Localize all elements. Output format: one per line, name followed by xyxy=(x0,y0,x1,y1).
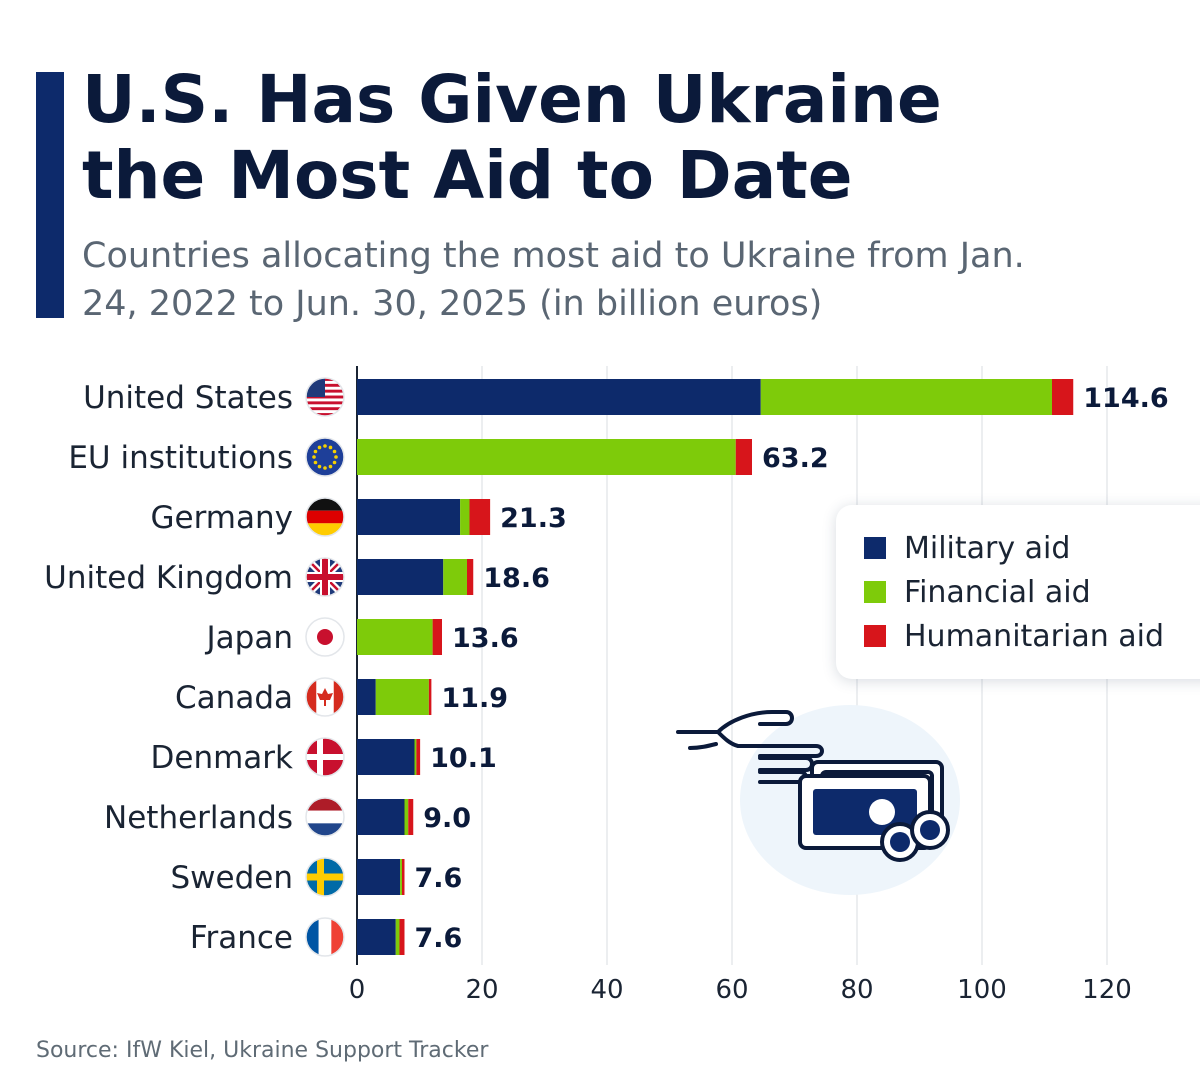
legend: Military aid Financial aid Humanitarian … xyxy=(836,505,1200,679)
bar-segment-humanitarian xyxy=(428,679,432,715)
uk-flag-icon xyxy=(305,557,345,597)
value-label: 63.2 xyxy=(762,443,829,474)
eu-flag-icon xyxy=(305,437,345,477)
bar-segment-humanitarian xyxy=(402,859,405,895)
bar-segment-military xyxy=(357,859,401,895)
bar-segment-financial xyxy=(375,679,429,715)
bar-segment-financial xyxy=(760,379,1052,415)
x-tick-label: 60 xyxy=(715,975,748,1005)
bar-segment-humanitarian xyxy=(469,499,491,535)
bar-segment-humanitarian xyxy=(399,919,405,955)
bar-segment-humanitarian xyxy=(408,799,414,835)
hand-giving-money-icon xyxy=(676,705,960,895)
title-accent-bar xyxy=(36,72,64,318)
japan-flag-icon xyxy=(305,617,345,657)
category-label: Japan xyxy=(205,620,293,656)
bar-chart: United States EU institutions Germany Unite… xyxy=(44,366,1169,1005)
bar-segment-financial xyxy=(443,559,467,595)
x-axis-ticks: 0 20 40 60 80 100 120 xyxy=(349,975,1132,1005)
bar-segment-financial xyxy=(460,499,470,535)
flags xyxy=(305,377,345,957)
legend-item-financial: Financial aid xyxy=(864,574,1091,610)
bar-segment-military xyxy=(357,499,461,535)
category-label: EU institutions xyxy=(68,440,293,476)
x-tick-label: 100 xyxy=(957,975,1007,1005)
bar-segment-military xyxy=(357,559,444,595)
netherlands-flag-icon xyxy=(305,797,345,837)
value-label: 114.6 xyxy=(1083,383,1168,414)
bar-segment-humanitarian xyxy=(416,739,421,775)
category-label: Germany xyxy=(151,500,293,536)
bar-segment-financial xyxy=(404,799,409,835)
category-label: France xyxy=(190,920,293,956)
chart-subtitle: Countries allocating the most aid to Ukr… xyxy=(82,236,1025,324)
bar-segment-financial xyxy=(395,919,400,955)
germany-flag-icon xyxy=(305,497,345,537)
bar-segment-humanitarian xyxy=(1052,379,1074,415)
legend-swatch-humanitarian xyxy=(864,625,886,647)
bar-segment-financial xyxy=(400,859,402,895)
value-label: 13.6 xyxy=(452,623,519,654)
category-label: Sweden xyxy=(170,860,293,896)
legend-label: Financial aid xyxy=(904,574,1091,610)
x-tick-label: 120 xyxy=(1082,975,1132,1005)
value-label: 11.9 xyxy=(441,683,508,714)
denmark-flag-icon xyxy=(305,737,345,777)
legend-swatch-financial xyxy=(864,581,886,603)
bars xyxy=(357,379,1074,955)
bar-segment-military xyxy=(357,739,415,775)
value-label: 9.0 xyxy=(423,803,471,834)
bar-segment-humanitarian xyxy=(467,559,474,595)
bar-segment-humanitarian xyxy=(432,619,442,655)
category-labels: United States EU institutions Germany Unite… xyxy=(44,380,293,956)
category-label: Netherlands xyxy=(104,800,293,836)
bar-segment-financial xyxy=(414,739,417,775)
category-label: Canada xyxy=(175,680,293,716)
value-label: 18.6 xyxy=(483,563,550,594)
category-label: United States xyxy=(83,380,293,416)
value-label: 7.6 xyxy=(415,923,463,954)
legend-label: Military aid xyxy=(904,530,1071,566)
bar-segment-military xyxy=(357,799,405,835)
legend-item-military: Military aid xyxy=(864,530,1071,566)
x-tick-label: 20 xyxy=(465,975,498,1005)
canada-flag-icon xyxy=(305,677,345,717)
category-label: United Kingdom xyxy=(44,560,293,596)
value-label: 7.6 xyxy=(415,863,463,894)
value-labels: 114.6 63.2 21.3 18.6 13.6 11.9 10.1 9.0 7.6 7.6 xyxy=(415,383,1169,954)
legend-label: Humanitarian aid xyxy=(904,618,1165,654)
bar-segment-military xyxy=(357,679,376,715)
value-label: 21.3 xyxy=(500,503,567,534)
france-flag-icon xyxy=(305,917,345,957)
legend-swatch-military xyxy=(864,537,886,559)
bar-segment-military xyxy=(357,379,761,415)
x-tick-label: 0 xyxy=(349,975,366,1005)
bar-segment-financial xyxy=(357,619,433,655)
bar-segment-humanitarian xyxy=(735,439,752,475)
chart-title: U.S. Has Given Ukraine the Most Aid to D… xyxy=(82,61,942,214)
category-label: Denmark xyxy=(151,740,294,776)
bar-segment-financial xyxy=(357,439,736,475)
x-tick-label: 40 xyxy=(590,975,623,1005)
bar-segment-military xyxy=(357,919,396,955)
source-note: Source: IfW Kiel, Ukraine Support Tracke… xyxy=(36,1038,489,1063)
legend-item-humanitarian: Humanitarian aid xyxy=(864,618,1165,654)
us-flag-icon xyxy=(305,377,345,417)
value-label: 10.1 xyxy=(430,743,497,774)
sweden-flag-icon xyxy=(305,857,345,897)
x-tick-label: 80 xyxy=(840,975,873,1005)
